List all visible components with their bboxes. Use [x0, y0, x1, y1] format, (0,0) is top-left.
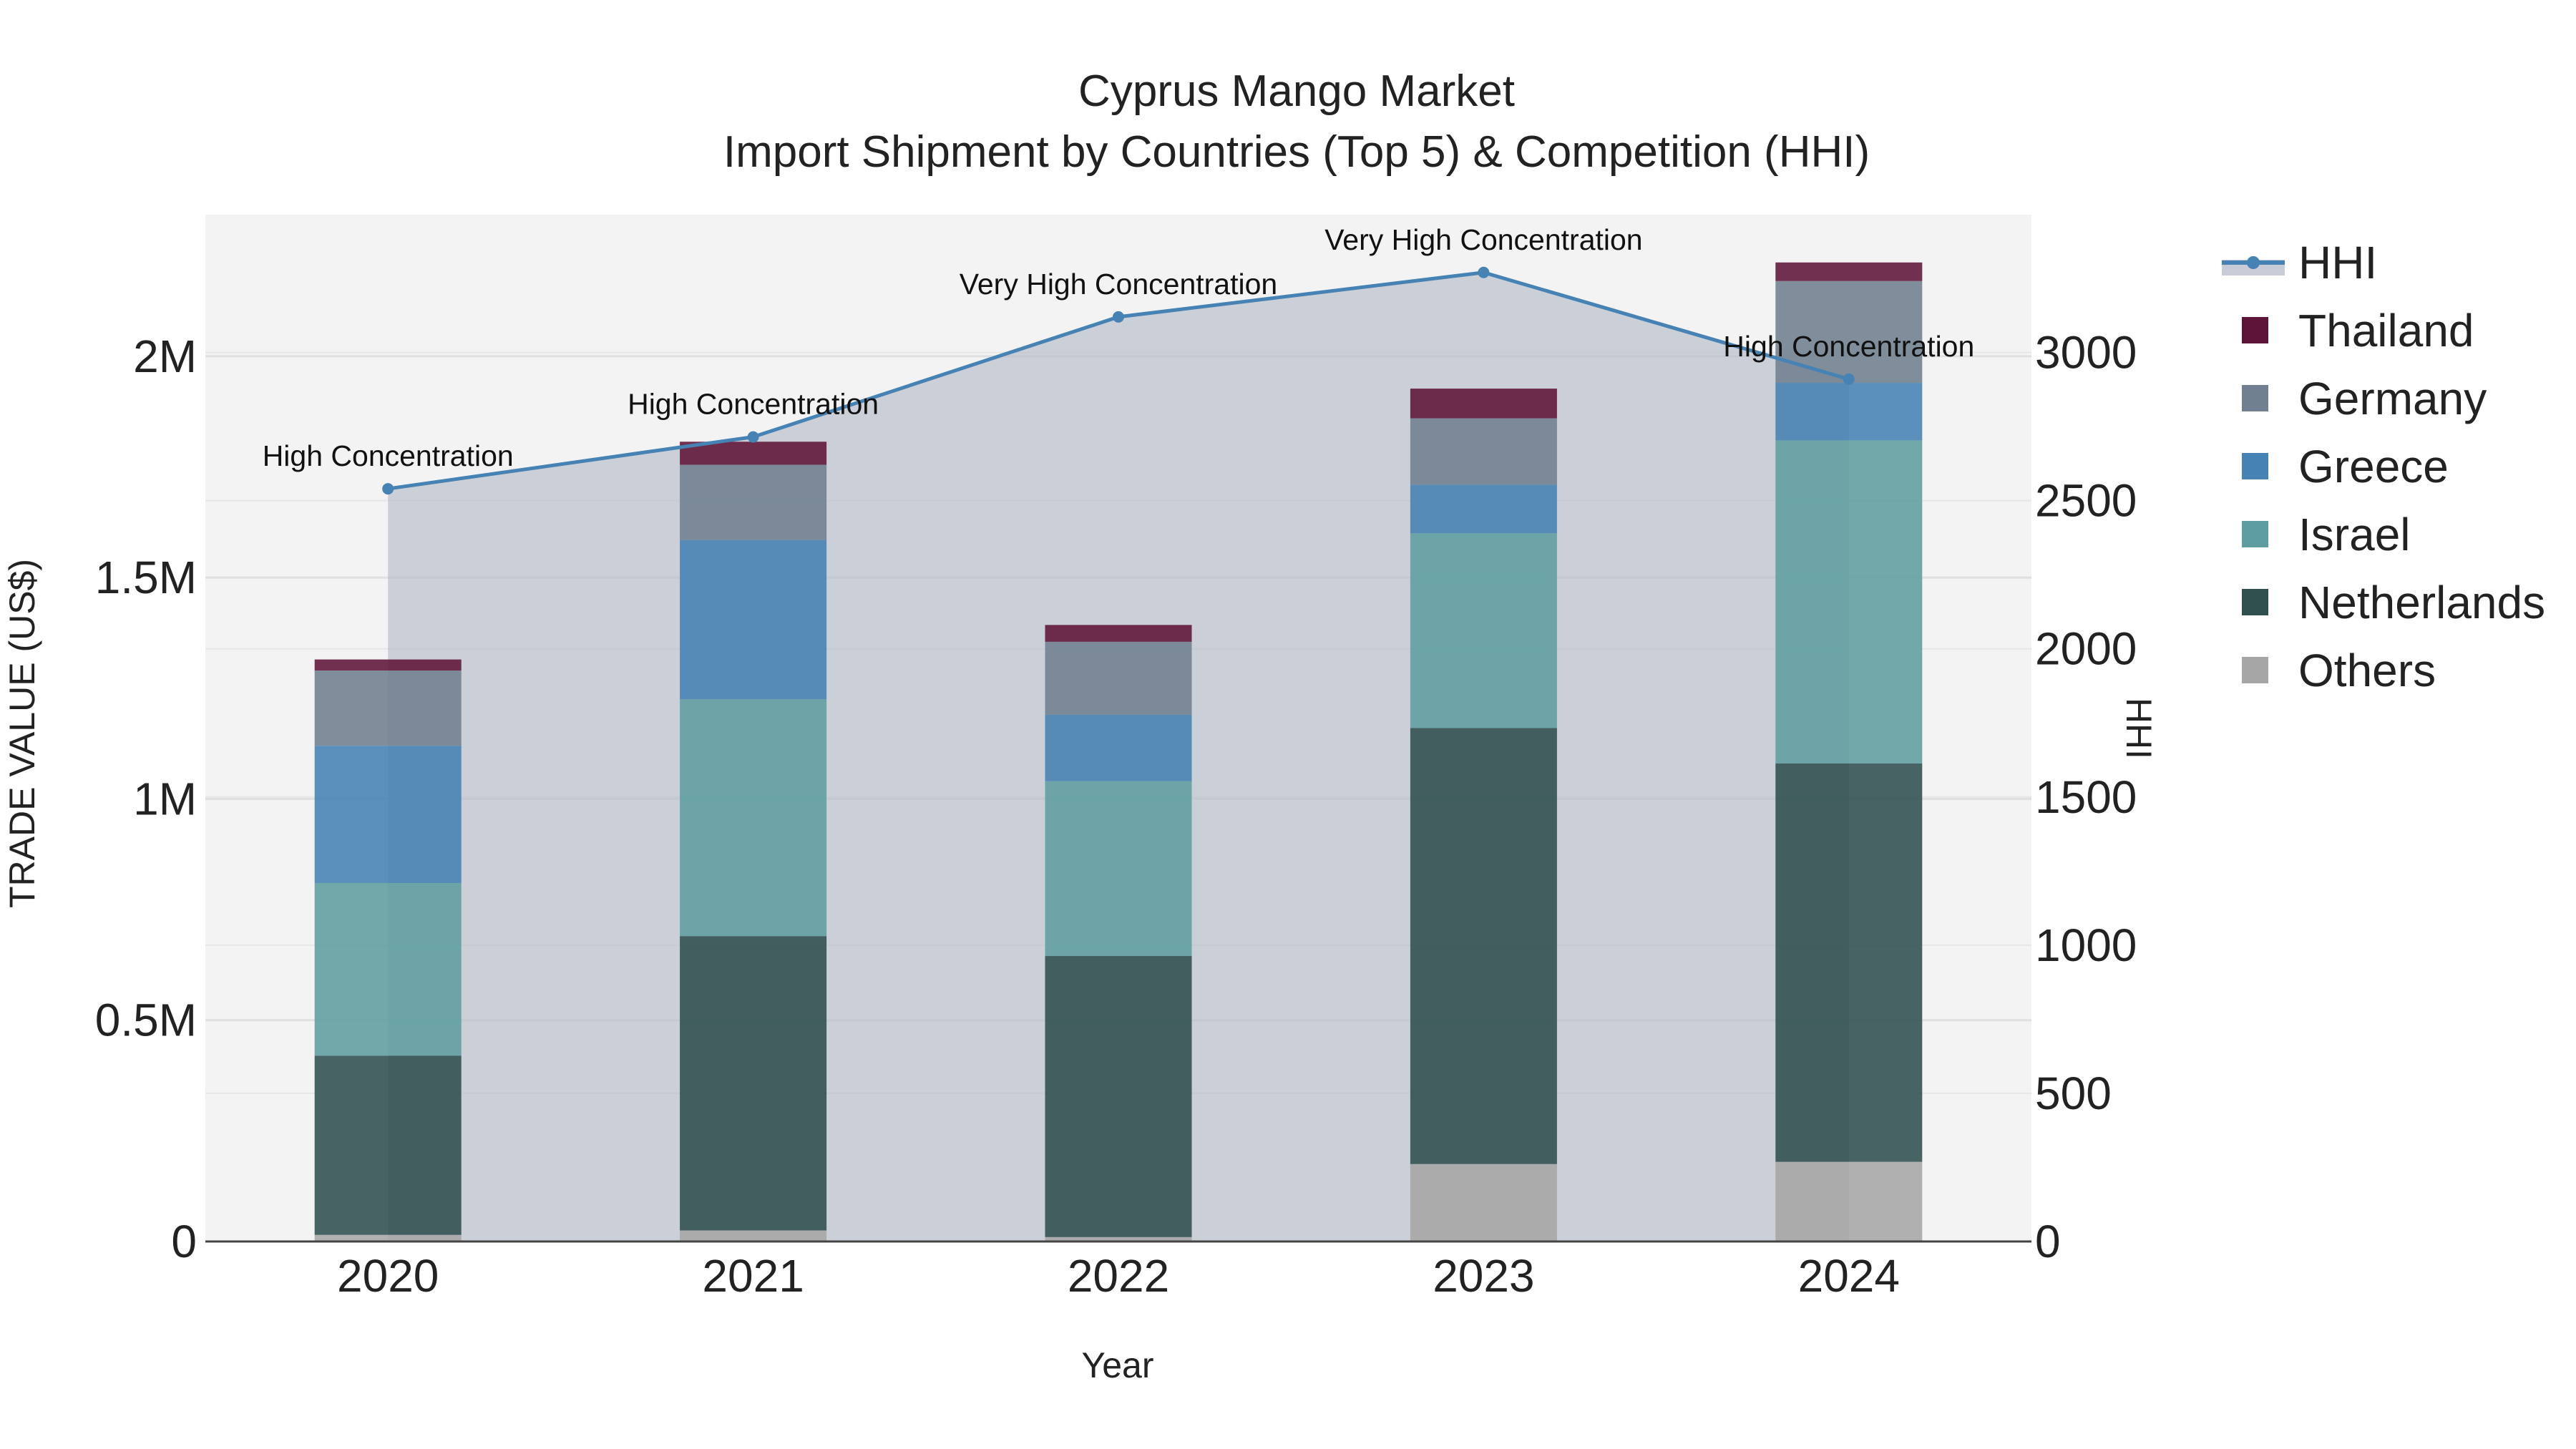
legend-label-thailand: Thailand [2298, 305, 2474, 356]
bar-thailand-2020 [314, 659, 462, 671]
y-tick-label-2m: 2M [133, 331, 197, 382]
hhi-annotation-2023: Very High Concentration [1324, 223, 1642, 256]
bar-thailand-2023 [1410, 389, 1557, 419]
legend-item-germany[interactable]: Germany [2242, 373, 2487, 424]
legend-swatch-others [2242, 657, 2268, 683]
hhi-point-2020 [382, 483, 394, 495]
legend-swatch-germany [2242, 385, 2268, 411]
y-tick-label-1-5m: 1.5M [95, 552, 197, 603]
legend-swatch-israel [2242, 521, 2268, 547]
bar-netherlands-2021 [680, 936, 827, 1231]
legend-label-netherlands: Netherlands [2298, 577, 2545, 628]
legend-label-others: Others [2298, 645, 2436, 696]
bar-germany-2021 [680, 464, 827, 540]
x-tick-label-2023: 2023 [1433, 1250, 1534, 1302]
legend-swatch-netherlands [2242, 589, 2268, 615]
bar-israel-2024 [1775, 440, 1923, 763]
bar-others-2022 [1045, 1236, 1192, 1241]
bar-greece-2024 [1775, 383, 1923, 441]
x-tick-label-2022: 2022 [1068, 1250, 1169, 1302]
legend-item-hhi[interactable]: HHI [2222, 237, 2377, 288]
legend-label-hhi: HHI [2298, 237, 2377, 288]
bar-israel-2023 [1410, 533, 1557, 728]
bar-greece-2022 [1045, 714, 1192, 781]
legend: HHI Thailand Germany Greece Israel Netherland… [2222, 237, 2545, 696]
y2-tick-label-1500: 1500 [2035, 771, 2137, 823]
y2-axis-title: HHI [2119, 698, 2159, 759]
bar-others-2020 [314, 1234, 462, 1241]
bar-israel-2022 [1045, 781, 1192, 957]
x-axis-title: Year [1081, 1345, 1153, 1385]
bar-thailand-2022 [1045, 625, 1192, 642]
bar-others-2023 [1410, 1163, 1557, 1241]
hhi-annotation-2024: High Concentration [1723, 330, 1974, 363]
bar-netherlands-2022 [1045, 956, 1192, 1237]
bar-greece-2020 [314, 746, 462, 883]
x-tick-label-2020: 2020 [337, 1250, 439, 1302]
bar-germany-2023 [1410, 418, 1557, 485]
y-tick-label-0: 0 [171, 1216, 197, 1267]
legend-swatch-thailand [2242, 317, 2268, 343]
legend-label-israel: Israel [2298, 509, 2411, 560]
y2-tick-label-2500: 2500 [2035, 475, 2137, 527]
hhi-annotation-2020: High Concentration [263, 439, 514, 472]
hhi-annotation-2022: Very High Concentration [960, 268, 1277, 301]
x-tick-label-2021: 2021 [702, 1250, 804, 1302]
legend-item-others[interactable]: Others [2242, 645, 2436, 696]
y2-tick-label-500: 500 [2035, 1068, 2112, 1119]
bar-israel-2020 [314, 882, 462, 1056]
y2-tick-label-1000: 1000 [2035, 919, 2137, 971]
y2-tick-label-2000: 2000 [2035, 623, 2137, 675]
bar-germany-2022 [1045, 641, 1192, 715]
hhi-annotation-2021: High Concentration [628, 388, 879, 421]
hhi-point-2021 [747, 431, 759, 443]
bar-netherlands-2024 [1775, 763, 1923, 1162]
bar-thailand-2024 [1775, 262, 1923, 281]
hhi-point-2022 [1113, 311, 1124, 323]
x-tick-label-2024: 2024 [1798, 1250, 1900, 1302]
legend-label-greece: Greece [2298, 441, 2449, 492]
bar-netherlands-2020 [314, 1055, 462, 1235]
legend-item-israel[interactable]: Israel [2242, 509, 2411, 560]
bar-israel-2021 [680, 699, 827, 937]
legend-item-thailand[interactable]: Thailand [2242, 305, 2474, 356]
legend-item-netherlands[interactable]: Netherlands [2242, 577, 2545, 628]
y-axis-title: TRADE VALUE (US$) [2, 559, 42, 908]
bar-greece-2021 [680, 540, 827, 700]
chart-subtitle: Import Shipment by Countries (Top 5) & C… [723, 127, 1870, 177]
legend-swatch-hhi-marker [2247, 256, 2260, 269]
bar-others-2024 [1775, 1161, 1923, 1241]
bar-greece-2023 [1410, 484, 1557, 534]
bar-netherlands-2023 [1410, 728, 1557, 1164]
hhi-point-2023 [1478, 266, 1490, 278]
y-tick-label-1m: 1M [133, 773, 197, 824]
legend-swatch-greece [2242, 453, 2268, 479]
bar-others-2021 [680, 1230, 827, 1241]
legend-label-germany: Germany [2298, 373, 2487, 424]
y2-tick-label-3000: 3000 [2035, 327, 2137, 379]
y-tick-label-0-5m: 0.5M [95, 995, 197, 1046]
y2-tick-label-0: 0 [2035, 1216, 2061, 1267]
legend-item-greece[interactable]: Greece [2242, 441, 2449, 492]
chart-title: Cyprus Mango Market [1078, 67, 1515, 116]
bar-series [314, 262, 1923, 1241]
bar-germany-2020 [314, 670, 462, 746]
hhi-point-2024 [1843, 373, 1855, 385]
